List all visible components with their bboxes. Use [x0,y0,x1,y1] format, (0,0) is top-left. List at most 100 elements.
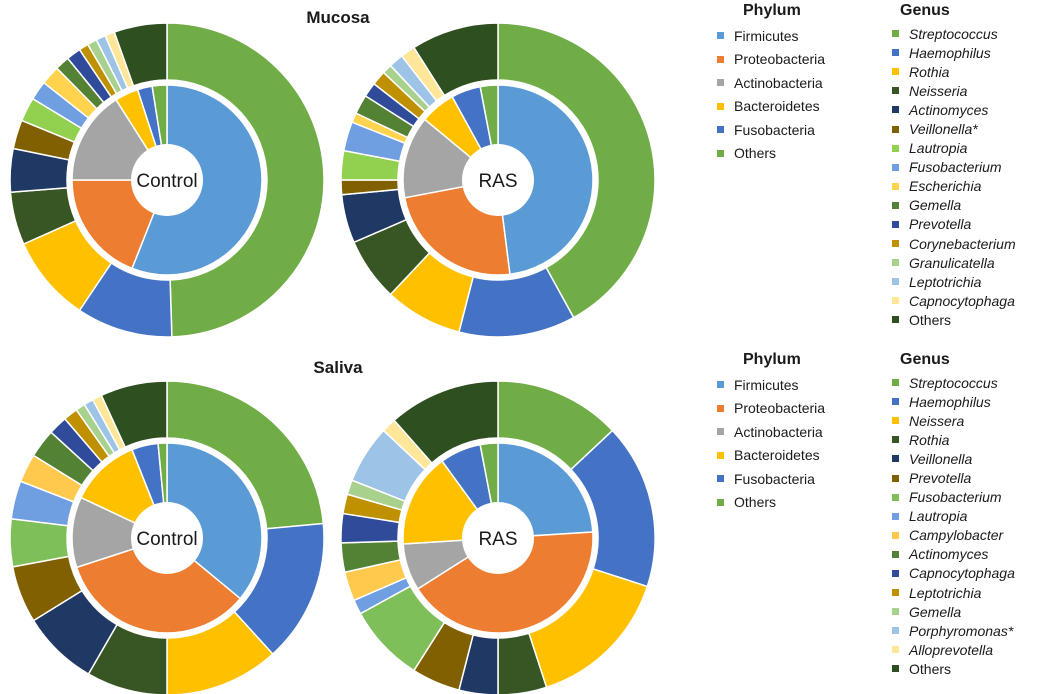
legend-item: Capnocytophaga [892,564,1015,583]
genus-slice [497,22,656,319]
legend-item: Leptotrichia [892,583,1015,602]
legend-swatch [717,79,724,87]
legend-swatch [717,451,724,459]
legend-item: Proteobacteria [717,397,825,421]
legend-label: Fusobacteria [734,121,815,138]
legend-genus-mucosa: Genus Streptococcus Haemophilus Rothia Neis… [892,2,1016,330]
legend-item: Rothia [892,430,1015,449]
legend-swatch [717,475,724,483]
legend-swatch [892,49,899,57]
legend-label: Fusobacterium [909,489,1002,506]
legend-item: Streptococcus [892,373,1015,392]
donut-center-label: RAS [478,171,517,192]
legend-swatch [892,531,899,539]
legend-swatch [892,589,899,597]
legend-swatch [892,240,899,248]
legend-label: Prevotella [909,216,972,233]
legend-label: Proteobacteria [734,400,826,417]
legend-label: Capnocytophaga [909,292,1015,309]
legend-swatch [892,316,899,324]
legend-swatch [892,278,899,286]
legend-swatch [892,455,899,463]
legend-item: Actinobacteria [717,420,825,444]
legend-label: Veillonella* [909,121,978,138]
legend-label: Fusobacterium [909,159,1002,176]
legend-swatch [892,144,899,152]
legend-swatch [892,627,899,635]
donut-hole [462,502,534,574]
legend-swatch [892,259,899,267]
legend-label: Neisseria [909,82,968,99]
legend-item: Gemella [892,196,1016,215]
legend-label: Actinomyces [909,546,989,563]
legend-item: Firmicutes [717,373,825,397]
legend-item: Prevotella [892,215,1016,234]
section-title-saliva: Saliva [313,358,363,377]
legend-item: Others [717,142,825,166]
legend-item: Haemophilus [892,392,1015,411]
legend-label: Alloprevotella [909,641,994,658]
legend-item: Actinobacteria [717,71,825,95]
legend-label: Firmicutes [734,27,799,44]
legend-swatch [892,163,899,171]
legend-item: Neissera [892,411,1015,430]
legend-label: Escherichia [909,178,982,195]
legend-item: Escherichia [892,177,1016,196]
legend-swatch [892,106,899,114]
legend-swatch [892,125,899,133]
legend-swatch [717,381,724,389]
legend-label: Bacteroidetes [734,98,820,115]
legend-swatch [892,220,899,228]
legend-label: Gemella [909,197,962,214]
legend-swatch [717,102,724,110]
legend-label: Proteobacteria [734,51,826,68]
legend-label: Veillonella [909,450,973,467]
legend-item: Capnocytophaga [892,291,1016,310]
legend-label: Neissera [909,412,965,429]
legend-label: Campylobacter [909,527,1004,544]
legend-swatch [892,182,899,190]
legend-swatch [717,149,724,157]
legend-item: Fusobacterium [892,158,1016,177]
donut-hole [131,502,203,574]
legend-item: Prevotella [892,468,1015,487]
legend-label: Rothia [909,63,950,80]
legend-item: Lautropia [892,507,1015,526]
legend-swatch [892,569,899,577]
legend-item: Actinomyces [892,100,1016,119]
section-title-mucosa: Mucosa [306,8,370,27]
legend-label: Others [909,311,952,328]
legend-swatch [892,68,899,76]
legend-title: Genus [900,2,950,19]
legend-item: Others [892,310,1016,329]
donut-hole [131,144,203,216]
legend-item: Veillonella* [892,119,1016,138]
legend-swatch [892,493,899,501]
legend-item: Proteobacteria [717,48,825,72]
legend-label: Granulicatella [909,254,995,271]
legend-item: Lautropia [892,139,1016,158]
legend-item: Neisseria [892,81,1016,100]
legend-title: Genus [900,351,950,368]
legend-label: Bacteroidetes [734,447,820,464]
legend-swatch [892,417,899,425]
legend-swatch [892,87,899,95]
legend-label: Others [734,145,777,162]
legend-label: Leptotrichia [909,273,982,290]
legend-swatch [892,608,899,616]
legend-label: Corynebacterium [909,235,1016,252]
legend-label: Lautropia [909,508,968,525]
legend-item: Veillonella [892,449,1015,468]
legend-item: Bacteroidetes [717,444,825,468]
legend-label: Actinomyces [909,101,989,118]
legend-label: Actinobacteria [734,423,823,440]
legend-label: Rothia [909,431,950,448]
legend-title: Phylum [743,351,801,368]
legend-item: Firmicutes [717,24,825,48]
legend-label: Fusobacteria [734,470,815,487]
legend-item: Rothia [892,62,1016,81]
legend-swatch [892,436,899,444]
legend-swatch [717,428,724,436]
legend-label: Others [734,494,777,511]
